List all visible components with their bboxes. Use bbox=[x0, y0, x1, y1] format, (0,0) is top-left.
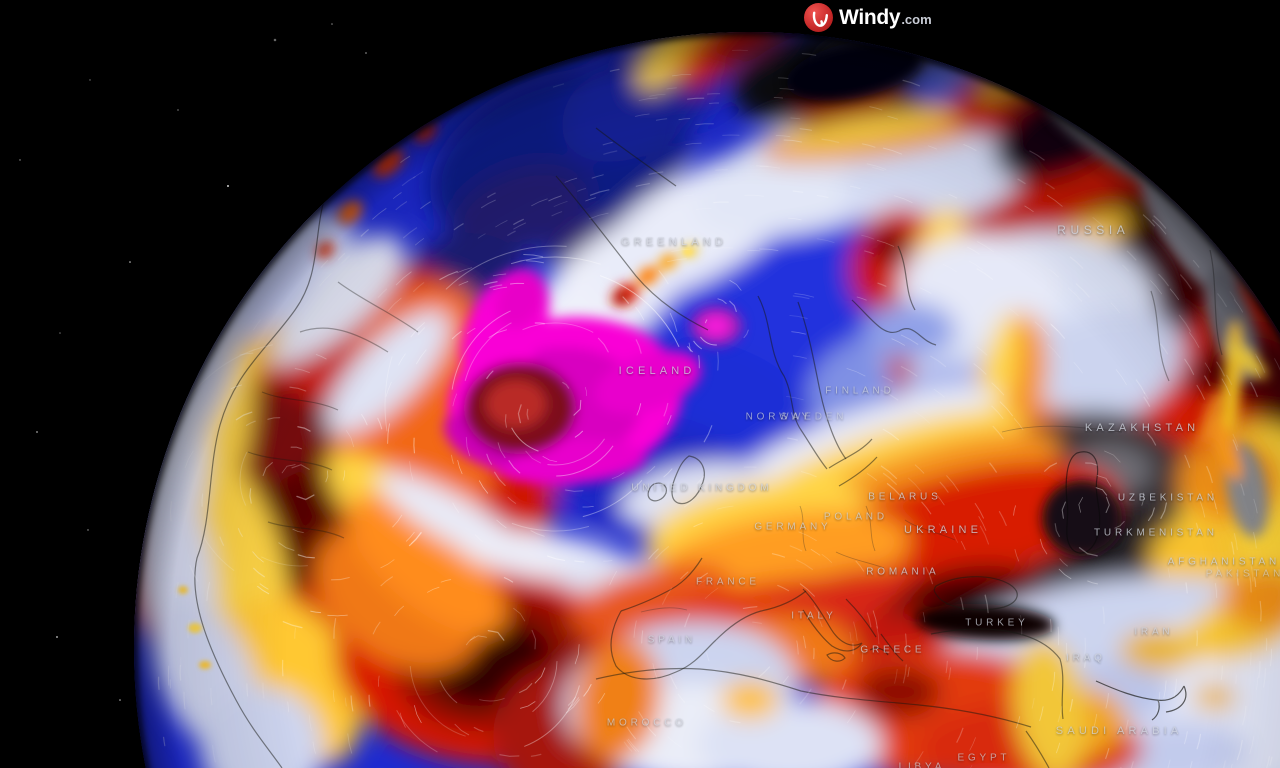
star bbox=[56, 636, 58, 638]
windy-logo[interactable]: Windy .com bbox=[804, 3, 932, 32]
star bbox=[119, 699, 121, 701]
globe-vignette bbox=[134, 32, 1280, 768]
stars-layer bbox=[19, 23, 367, 701]
windy-brand-text: Windy bbox=[839, 5, 901, 29]
star bbox=[87, 529, 89, 531]
star bbox=[19, 159, 21, 161]
star bbox=[129, 261, 131, 263]
windy-domain-text: .com bbox=[901, 11, 932, 27]
star bbox=[59, 332, 61, 334]
star bbox=[227, 185, 229, 187]
star bbox=[273, 38, 277, 42]
star bbox=[177, 109, 179, 111]
star bbox=[331, 23, 333, 25]
star bbox=[89, 79, 91, 81]
star bbox=[365, 52, 367, 54]
star bbox=[36, 431, 38, 433]
windy-logo-icon bbox=[804, 3, 833, 32]
windy-wordmark: Windy .com bbox=[839, 6, 932, 30]
